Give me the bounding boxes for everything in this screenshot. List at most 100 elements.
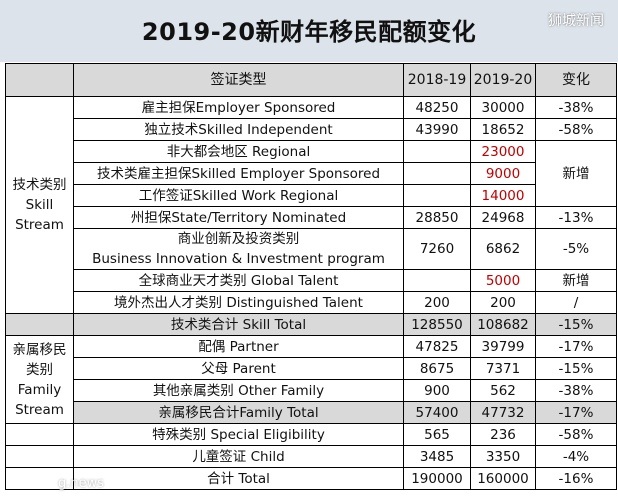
row-2018-19: 3485: [403, 445, 471, 468]
row-2018-19: 47825: [403, 335, 471, 358]
row-2019-20: 236: [470, 423, 536, 446]
row-2018-19: 28850: [403, 206, 471, 229]
header-2018-19: 2018-19: [403, 63, 471, 97]
title-bar: [0, 0, 618, 62]
row-2019-20: 47732: [470, 401, 536, 424]
row-change: -17%: [535, 335, 617, 358]
row-change: -58%: [535, 118, 617, 141]
category-family-label: 亲属移民 类别 Family Stream: [12, 341, 67, 418]
header-visa-type: 签证类型: [73, 63, 404, 97]
page-title: 2019-20新财年移民配额变化: [141, 18, 477, 46]
row-change: -38%: [535, 379, 617, 402]
table-header-row: 签证类型 2018-19 2019-20 变化: [5, 63, 617, 97]
row-2018-19: 900: [403, 379, 471, 402]
row-name: 合计 Total: [73, 467, 404, 490]
row-2019-20: 160000: [470, 467, 536, 490]
table-row: 工作签证Skilled Work Regional 14000: [6, 184, 617, 207]
header-change: 变化: [535, 63, 617, 97]
row-change: -15%: [535, 313, 617, 336]
row-name: 父母 Parent: [73, 357, 404, 380]
table-row: 全球商业天才类别 Global Talent 5000 新增: [6, 269, 617, 292]
row-2018-19: 190000: [403, 467, 471, 490]
table-row: 特殊类别 Special Eligibility 565 236 -58%: [5, 423, 617, 446]
row-2019-20: 24968: [470, 206, 536, 229]
row-change: -16%: [535, 467, 617, 490]
header-2019-20: 2019-20: [470, 63, 536, 97]
row-name: 州担保State/Territory Nominated: [73, 206, 404, 229]
row-2018-19: [403, 140, 471, 163]
row-2018-19: [403, 184, 471, 207]
row-name: 雇主担保Employer Sponsored: [73, 96, 404, 119]
table-row: 州担保State/Territory Nominated 28850 24968…: [6, 206, 617, 229]
row-name: 其他亲属类别 Other Family: [73, 379, 404, 402]
table-row: 儿童签证 Child 3485 3350 -4%: [5, 445, 617, 468]
row-change: -4%: [535, 445, 617, 468]
row-2019-20: 14000: [470, 184, 536, 207]
row-name: 全球商业天才类别 Global Talent: [73, 269, 404, 292]
row-change: -38%: [535, 96, 617, 119]
row-2018-19: 128550: [403, 313, 471, 336]
table-row: 境外杰出人才类别 Distinguished Talent 200 200 /: [6, 291, 617, 314]
row-2019-20: 108682: [470, 313, 536, 336]
row-change: -15%: [535, 357, 617, 380]
row-name: 技术类雇主担保Skilled Employer Sponsored: [73, 162, 404, 185]
table-row: 其他亲属类别 Other Family 900 562 -38%: [6, 379, 617, 402]
table-row: 父母 Parent 8675 7371 -15%: [6, 357, 617, 380]
table-row: 独立技术Skilled Independent 43990 18652 -58%: [6, 118, 617, 141]
table-row: 技术类别 Skill Stream 雇主担保Employer Sponsored 4…: [5, 96, 617, 314]
row-2019-20: 23000: [470, 140, 536, 163]
row-name: 商业创新及投资类别 Business Innovation & Investme…: [73, 228, 404, 270]
row-name: 独立技术Skilled Independent: [73, 118, 404, 141]
row-name: 境外杰出人才类别 Distinguished Talent: [73, 291, 404, 314]
row-change: -17%: [535, 401, 617, 424]
row-2018-19: 8675: [403, 357, 471, 380]
row-name: 技术类合计 Skill Total: [73, 313, 404, 336]
row-2019-20: 7371: [470, 357, 536, 380]
row-change: 新增: [535, 269, 617, 292]
row-2019-20: 562: [470, 379, 536, 402]
watermark: 狮城新闻: [548, 13, 604, 29]
row-name: 非大都会地区 Regional: [73, 140, 404, 163]
row-2019-20: 30000: [470, 96, 536, 119]
row-2019-20: 5000: [470, 269, 536, 292]
header-blank: [5, 63, 74, 97]
table-row: 非大都会地区 Regional 23000 新增: [6, 140, 617, 207]
row-2018-19: 565: [403, 423, 471, 446]
row-change: -5%: [535, 228, 617, 270]
table-row-grand-total: 合计 Total 190000 160000 -16%: [5, 467, 617, 490]
row-2019-20: 6862: [470, 228, 536, 270]
row-2018-19: 43990: [403, 118, 471, 141]
row-name: 配偶 Partner: [73, 335, 404, 358]
row-2018-19: [403, 269, 471, 292]
total-spacer: [5, 313, 74, 336]
table-row-skill-total: 技术类合计 Skill Total 128550 108682 -15%: [5, 313, 617, 336]
table-row: 亲属移民 类别 Family Stream 配偶 Partner 47825 3979…: [5, 335, 617, 424]
row-name: 儿童签证 Child: [73, 445, 404, 468]
row-2018-19: 7260: [403, 228, 471, 270]
row-2018-19: 200: [403, 291, 471, 314]
row-2018-19: 48250: [403, 96, 471, 119]
row-2018-19: [403, 162, 471, 185]
row-2019-20: 39799: [470, 335, 536, 358]
footer-watermark: g.news: [58, 476, 105, 491]
table-row: 技术类雇主担保Skilled Employer Sponsored 9000: [6, 162, 617, 185]
row-name: 亲属移民合计Family Total: [73, 401, 404, 424]
row-2019-20: 9000: [470, 162, 536, 185]
row-blank: [5, 423, 74, 446]
table-row-family-total: 亲属移民合计Family Total 57400 47732 -17%: [6, 401, 617, 424]
quota-table: 签证类型 2018-19 2019-20 变化 技术类别 Skill Stream …: [5, 63, 617, 490]
row-change: -58%: [535, 423, 617, 446]
row-2019-20: 200: [470, 291, 536, 314]
category-skill: 技术类别 Skill Stream: [5, 96, 74, 314]
row-change: -13%: [535, 206, 617, 229]
row-name: 特殊类别 Special Eligibility: [73, 423, 404, 446]
row-change-new: 新增: [535, 140, 617, 207]
category-family: 亲属移民 类别 Family Stream: [5, 335, 74, 424]
row-2019-20: 18652: [470, 118, 536, 141]
row-blank: [5, 445, 74, 468]
row-name: 工作签证Skilled Work Regional: [73, 184, 404, 207]
row-change: /: [535, 291, 617, 314]
category-skill-label: 技术类别 Skill Stream: [12, 177, 67, 233]
row-2018-19: 57400: [403, 401, 471, 424]
table-row: 商业创新及投资类别 Business Innovation & Investme…: [6, 228, 617, 270]
